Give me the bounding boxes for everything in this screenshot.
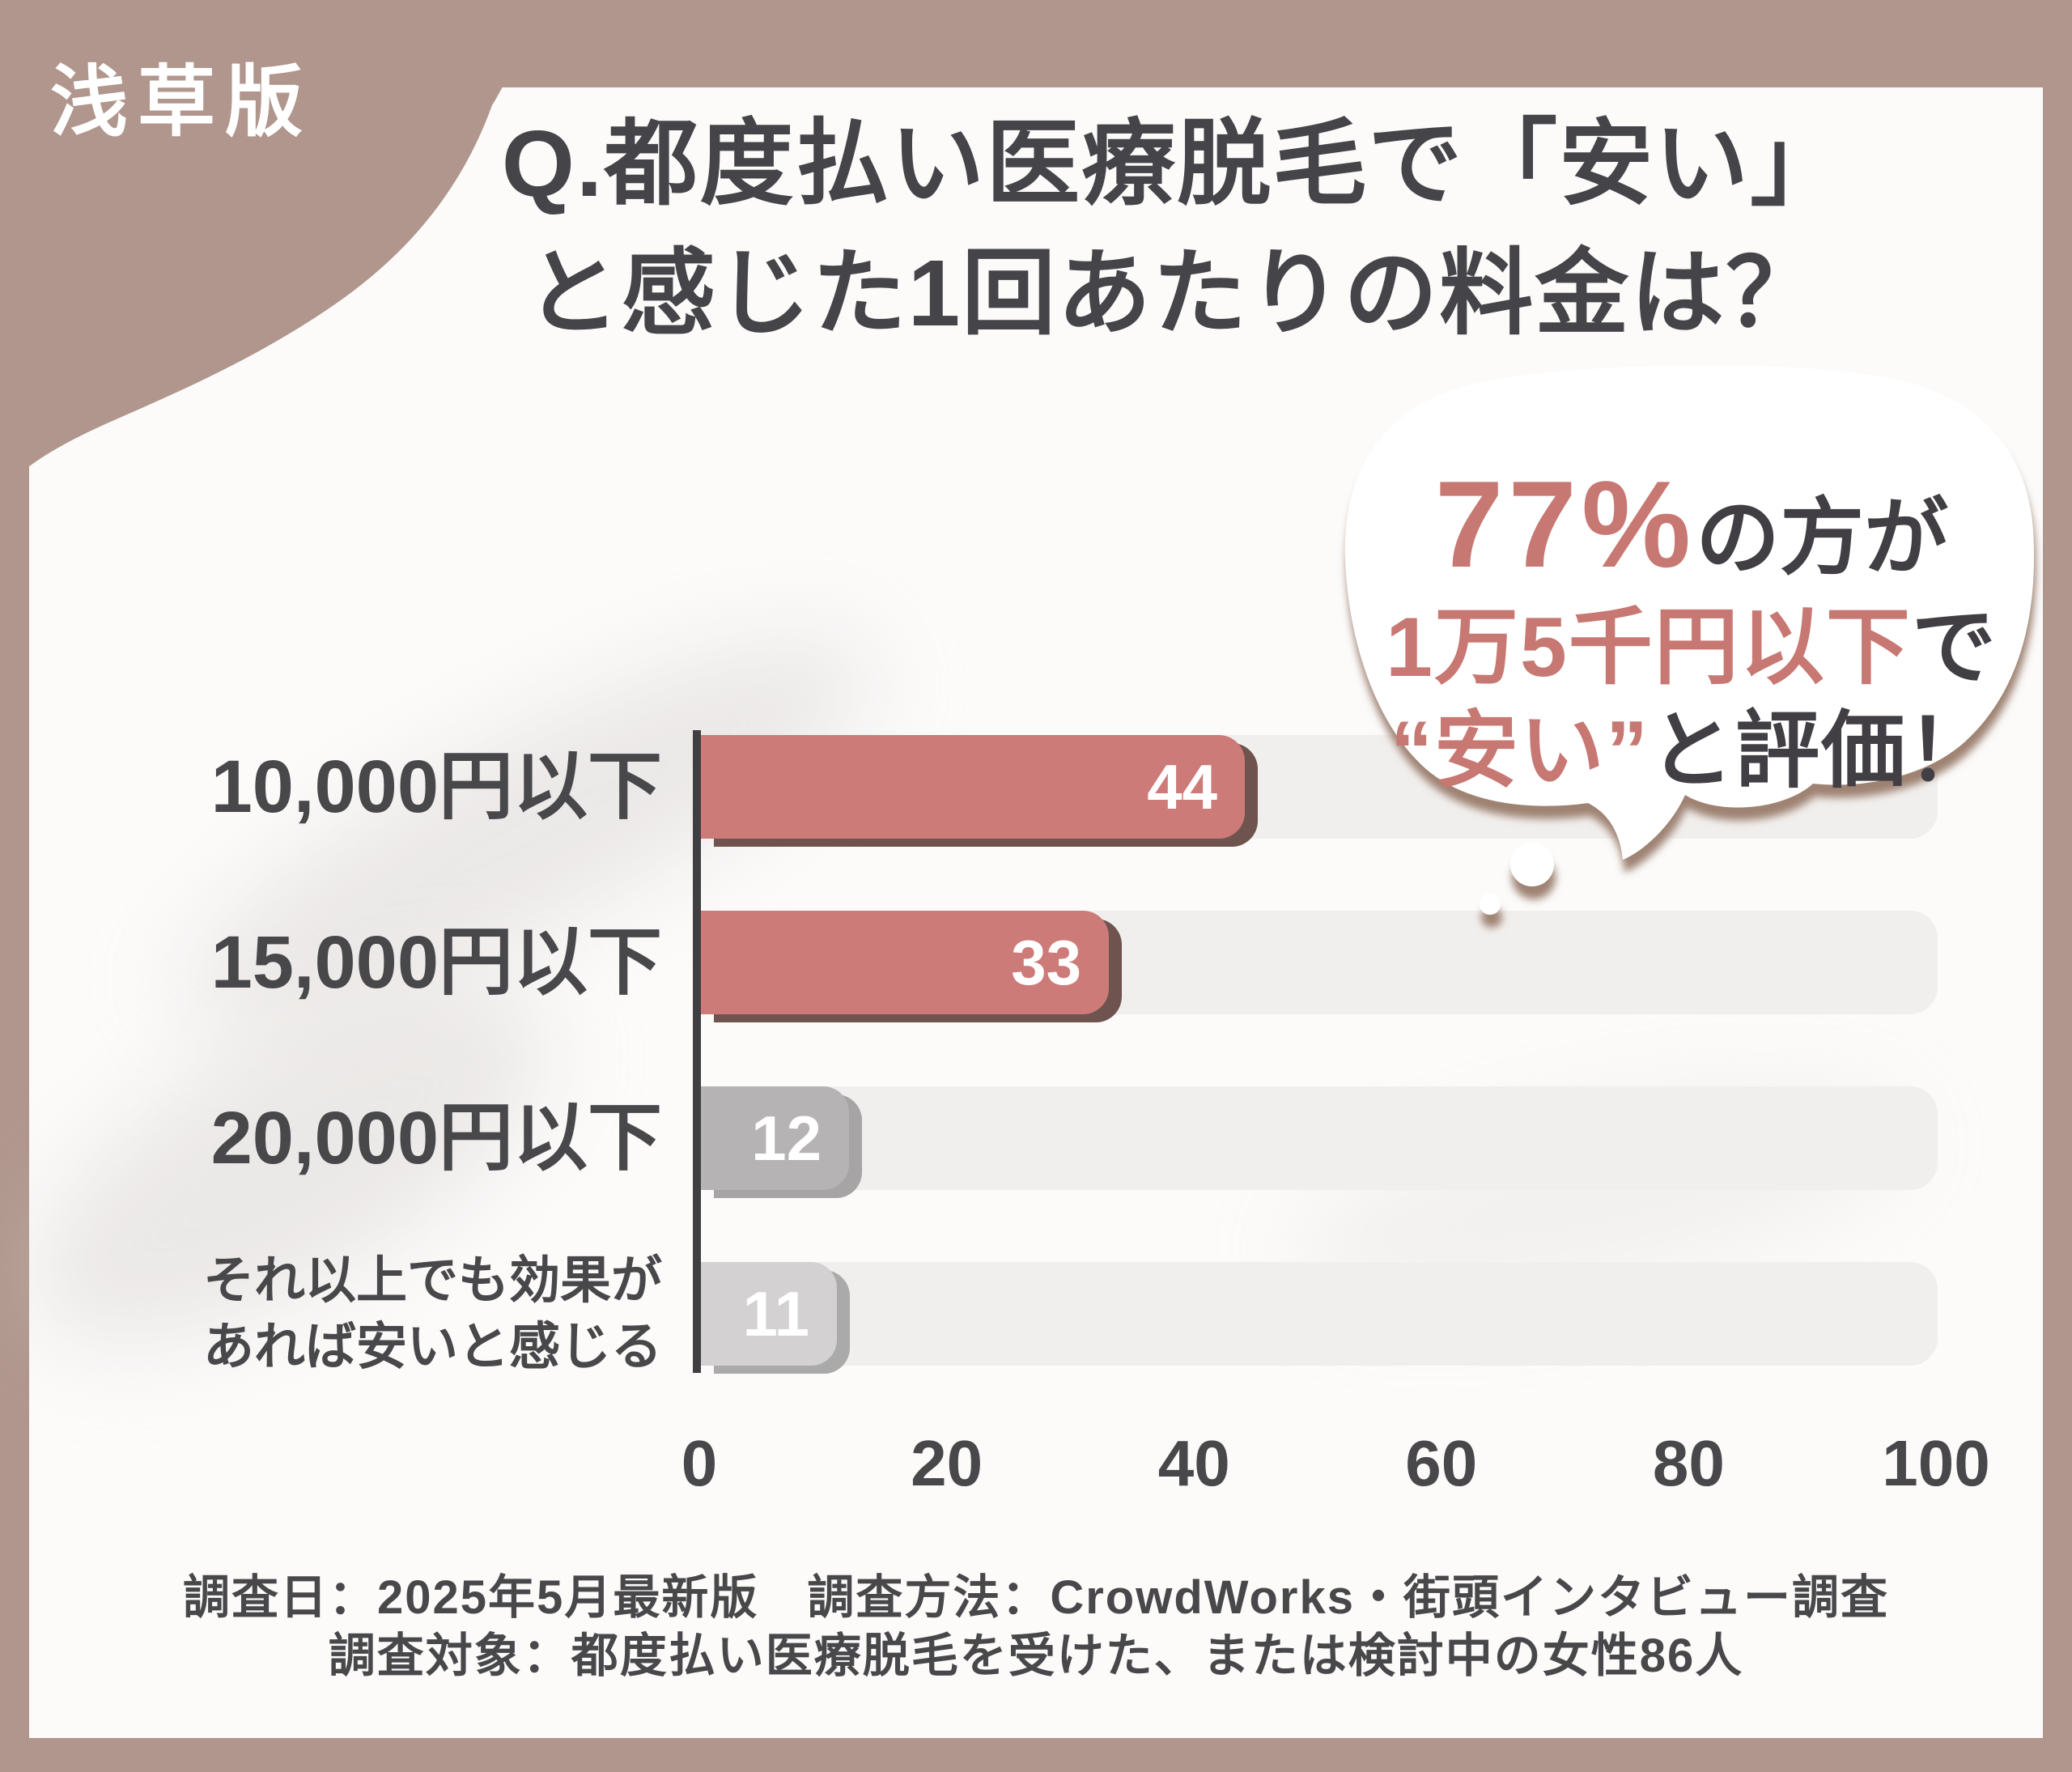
category-label: それ以上でも効果が あれば安いと感じる (203, 1252, 662, 1375)
bar: 11 (701, 1262, 837, 1366)
chart-title-line1: Q.都度払い医療脱毛で「安い」 (501, 111, 1846, 216)
edition-badge: 浅草版 (50, 59, 312, 146)
bar-value-label: 12 (751, 1103, 822, 1174)
bar-track (701, 1262, 1938, 1366)
bar: 12 (701, 1086, 849, 1190)
speech-bubble (1344, 364, 2035, 915)
survey-notes: 調査日：2025年5月最新版 調査方法：CrowdWorks・街頭インタビュー調… (0, 1569, 2072, 1685)
x-tick-label: 0 (681, 1427, 718, 1499)
bar-value-label: 11 (742, 1278, 809, 1349)
category-label: 15,000円以下 (210, 921, 662, 1004)
survey-note-line2: 調査対象：都度払い医療脱毛を受けた、または検討中の女性86人 (328, 1630, 1744, 1682)
survey-note-line1: 調査日：2025年5月最新版 調査方法：CrowdWorks・街頭インタビュー調… (183, 1571, 1889, 1624)
bar: 44 (701, 735, 1245, 839)
corner-blob-decoration (0, 0, 530, 491)
bar-value-label: 33 (1011, 927, 1081, 998)
bubble-percent-highlight: 77% (1434, 456, 1696, 593)
thought-dot-large (1510, 843, 1554, 886)
x-tick-label: 80 (1652, 1427, 1725, 1499)
bubble-line-2: 1万5千円以下で (1386, 601, 1998, 695)
category-label: 20,000円以下 (210, 1097, 662, 1179)
chart-title: Q.都度払い医療脱毛で「安い」 と感じた1回あたりの料金は？ (324, 99, 2023, 358)
bar-value-label: 44 (1147, 751, 1217, 822)
thought-dot-small (1480, 894, 1501, 915)
x-tick-label: 20 (911, 1427, 983, 1499)
chart-title-line2: と感じた1回あたりの料金は？ (525, 240, 1822, 346)
bubble-line-3: “安い”と評価！ (1390, 704, 1993, 798)
bubble-line-1: 77%の方が (1434, 456, 1949, 593)
bubble-price-highlight: 1万5千円以下 (1386, 601, 1912, 695)
x-tick-label: 100 (1882, 1427, 1990, 1499)
category-label: 10,000円以下 (210, 746, 662, 828)
y-axis-line (693, 730, 701, 1373)
bar-track (701, 1086, 1938, 1190)
speech-bubble-body (1344, 364, 2035, 860)
bubble-cheap-highlight: “安い” (1390, 704, 1650, 798)
x-tick-label: 40 (1157, 1427, 1230, 1499)
speech-bubble-text: 77%の方が 1万5千円以下で “安い”と評価！ (1348, 463, 2036, 813)
bar: 33 (701, 911, 1109, 1014)
x-tick-label: 60 (1405, 1427, 1478, 1499)
